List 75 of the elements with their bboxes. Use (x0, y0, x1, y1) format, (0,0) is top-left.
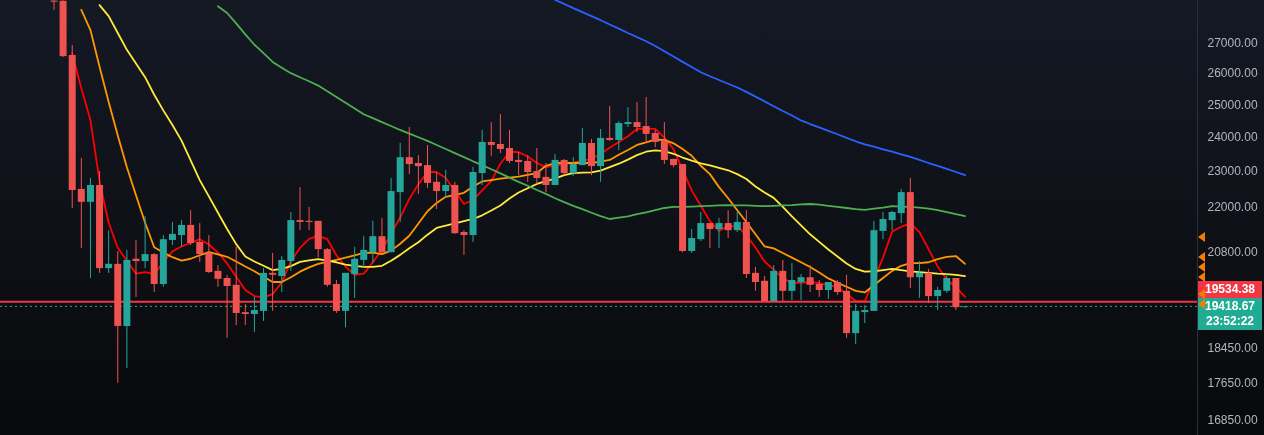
candlestick (761, 275, 769, 302)
candlestick (496, 113, 504, 154)
candlestick (797, 273, 805, 301)
y-tick-label: 25000.00 (1207, 97, 1258, 112)
candlestick (405, 126, 413, 175)
candlestick (569, 156, 577, 177)
y-tick-label: 20800.00 (1207, 244, 1258, 259)
y-tick-label: 16850.00 (1207, 413, 1258, 428)
text: 23:52:22 (1204, 314, 1255, 330)
y-tick-label: 17650.00 (1207, 376, 1258, 391)
candlestick (606, 105, 614, 142)
candlestick (806, 264, 814, 293)
candlestick (269, 252, 277, 312)
line-series (217, 5, 966, 220)
candlestick (442, 169, 450, 198)
candlestick (587, 138, 595, 176)
candlestick (615, 120, 623, 151)
candlestick (515, 151, 523, 176)
candlestick (724, 209, 732, 239)
y-tick-label: 27000.00 (1207, 36, 1258, 51)
candlestick (524, 154, 532, 183)
candlestick (642, 96, 650, 144)
candlestick (706, 222, 714, 249)
candlestick (296, 186, 304, 231)
line-series (71, 52, 966, 303)
candlestick (506, 129, 513, 164)
candlestick (779, 259, 787, 302)
candlestick (879, 211, 887, 240)
candlestick (624, 106, 632, 128)
candlestick (378, 217, 386, 254)
candlestick (105, 229, 113, 274)
line-series (554, 0, 966, 177)
y-tick-label: 26000.00 (1207, 66, 1258, 81)
candlestick (688, 228, 696, 254)
candlestick (751, 266, 759, 292)
candlestick (86, 177, 94, 279)
candlestick (660, 121, 668, 165)
candlestick (888, 210, 896, 231)
candlestick (205, 234, 213, 274)
candlestick (925, 268, 933, 304)
ref-line-label: 19418.67 (1203, 299, 1257, 315)
candlestick (241, 303, 249, 326)
candlestick (788, 262, 796, 301)
candlestick (897, 188, 905, 224)
candlestick (369, 220, 377, 264)
candlestick (77, 157, 85, 249)
candlestick (424, 144, 432, 189)
candlestick (697, 211, 705, 242)
candlestick (196, 222, 204, 263)
candlestick (578, 127, 586, 166)
candlestick (360, 235, 368, 268)
candlestick (414, 154, 422, 195)
candlestick (214, 264, 222, 288)
candlestick (168, 221, 176, 246)
y-tick-label: 23000.00 (1207, 164, 1258, 179)
ref-line-label: 19534.38 (1198, 282, 1262, 298)
candlestick (915, 260, 923, 299)
candlestick (223, 274, 231, 339)
candlestick (487, 121, 495, 157)
candlestick (633, 101, 641, 133)
candlestick (460, 229, 468, 256)
candlestick (187, 209, 195, 246)
candlestick (178, 219, 186, 248)
candlestick (733, 211, 741, 233)
candlestick (278, 255, 286, 293)
y-tick-label: 18450.00 (1207, 340, 1258, 355)
candlestick (715, 217, 723, 249)
candlestick (533, 147, 541, 185)
y-tick-label: 22000.00 (1207, 200, 1258, 215)
y-tick-label: 24000.00 (1207, 130, 1258, 145)
candlestick (542, 162, 550, 193)
candlestick (141, 215, 149, 269)
candlestick (351, 246, 359, 299)
candlestick (433, 171, 441, 210)
candlestick (943, 273, 951, 294)
